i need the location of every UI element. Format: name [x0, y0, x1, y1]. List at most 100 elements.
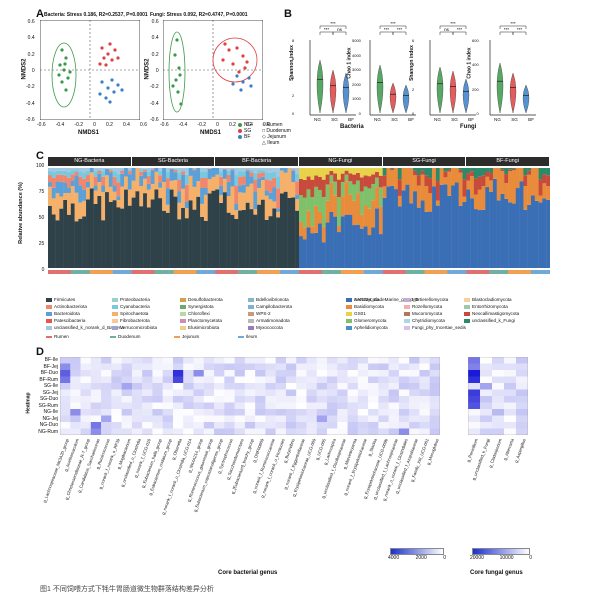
abundance-bar-segment	[238, 171, 243, 177]
heatmap-cell	[203, 376, 215, 384]
site-strip	[192, 270, 197, 274]
heatmap-cell	[275, 396, 287, 403]
abundance-bar-segment	[382, 186, 387, 198]
abundance-bar-segment	[196, 168, 201, 182]
abundance-bar-segment	[169, 169, 174, 181]
abundance-bar-segment	[295, 199, 300, 211]
site-strip	[439, 270, 444, 274]
heatmap-cell	[398, 409, 410, 416]
heatmap-cell	[80, 370, 92, 377]
site-strip	[344, 270, 349, 274]
abundance-ylabel: Relative abundance (%)	[17, 182, 24, 244]
heatmap-cell	[368, 409, 379, 416]
heatmap-cell	[70, 376, 81, 384]
heatmap-cell	[255, 396, 266, 403]
significance-label: ***	[450, 21, 456, 26]
heatmap-cell	[142, 396, 153, 403]
heatmap-cell	[121, 402, 133, 410]
heatmap-cell	[429, 422, 440, 429]
heatmap-cell	[398, 422, 410, 429]
abundance-bar-segment	[268, 216, 273, 268]
abundance-bar-segment	[485, 171, 490, 177]
heatmap-cell	[368, 383, 379, 390]
nmds-fungi-xlabel: NMDS1	[200, 130, 222, 136]
abundance-bar-segment	[542, 198, 547, 268]
abundance-bar-segment	[318, 176, 323, 190]
abundance-bar-segment	[93, 185, 98, 191]
abundance-bar-segment	[268, 199, 273, 217]
abundance-bar-segment	[158, 170, 163, 176]
heatmap-cell	[121, 396, 133, 403]
heatmap-cell	[121, 357, 133, 364]
heatmap-cell	[504, 370, 517, 377]
heatmap-cell	[480, 428, 493, 435]
abundance-bar-segment	[150, 169, 155, 171]
heatmap-cell	[327, 402, 338, 410]
alpha-xticks: NG SG BF	[494, 117, 534, 122]
abundance-bar-segment	[86, 170, 91, 175]
abundance-bar-segment	[367, 188, 372, 209]
abundance-bar-segment	[302, 239, 307, 268]
abundance-bar-segment	[108, 172, 113, 187]
site-strip	[340, 270, 345, 274]
abundance-bar-segment	[238, 185, 243, 193]
abundance-bar-segment	[470, 171, 475, 177]
heatmap-cell	[142, 389, 153, 397]
heatmap-cell	[480, 363, 493, 371]
abundance-bar-segment	[260, 172, 265, 177]
legend-swatch	[112, 311, 118, 316]
abundance-bar-segment	[165, 178, 170, 189]
abundance-bar-segment	[93, 176, 98, 186]
heatmap-cell	[265, 370, 276, 377]
abundance-bar-segment	[234, 175, 239, 186]
abundance-bar-segment	[63, 170, 68, 176]
abundance-bar-segment	[367, 208, 372, 236]
heatmap-cell	[131, 389, 143, 397]
site-strip	[93, 270, 98, 274]
abundance-bar-segment	[120, 186, 125, 209]
abundance-bar-segment	[356, 224, 361, 268]
legend-label: WPS-2	[256, 311, 271, 316]
abundance-bar-segment	[120, 170, 125, 174]
legend-item: Synergistota	[180, 304, 214, 309]
abundance-bar-segment	[101, 192, 106, 221]
heatmap-cell	[492, 376, 505, 384]
abundance-bar-segment	[477, 189, 482, 211]
abundance-bar-segment	[48, 175, 53, 183]
bacterial-heatmap	[60, 357, 440, 435]
heatmap-cell	[480, 376, 493, 384]
abundance-bar-segment	[318, 189, 323, 212]
abundance-bar-segment	[150, 170, 155, 185]
abundance-bar-segment	[295, 173, 300, 182]
heatmap-cell	[193, 363, 204, 371]
heatmap-cell	[409, 428, 420, 435]
heatmap-cell	[172, 357, 184, 364]
abundance-bar-segment	[158, 198, 163, 268]
heatmap-cell	[480, 396, 493, 403]
heatmap-cell	[142, 409, 153, 416]
abundance-bar-segment	[93, 190, 98, 204]
abundance-bar-segment	[435, 200, 440, 206]
heatmap-cell	[306, 370, 317, 377]
legend-label: Rozellomycota	[412, 304, 443, 309]
site-strip	[359, 270, 364, 274]
heatmap-cell	[244, 422, 256, 429]
heatmap-cell	[296, 389, 307, 397]
heatmap-cell	[265, 415, 276, 423]
abundance-bar-segment	[230, 214, 235, 268]
heatmap-cell	[368, 370, 379, 377]
legend-label: Aphelidiomycota	[354, 325, 388, 330]
abundance-bar-segment	[74, 168, 79, 170]
abundance-bar-segment	[291, 170, 296, 183]
abundance-bar-segment	[200, 203, 205, 217]
abundance-bar-segment	[435, 168, 440, 182]
nmds-bacteria-title: Bacteria: Stress 0.186, R2=0.2537, P=0.0…	[44, 12, 148, 18]
heatmap-cell	[265, 396, 276, 403]
heatmap-cell	[203, 415, 215, 423]
abundance-bar-segment	[416, 185, 421, 208]
abundance-bar-segment	[124, 168, 129, 177]
abundance-bar-segment	[226, 181, 231, 196]
heatmap-cell	[121, 415, 133, 423]
abundance-bar-segment	[329, 211, 334, 268]
fungal-colorbar-ticks: 20000 10000 0	[470, 555, 532, 561]
